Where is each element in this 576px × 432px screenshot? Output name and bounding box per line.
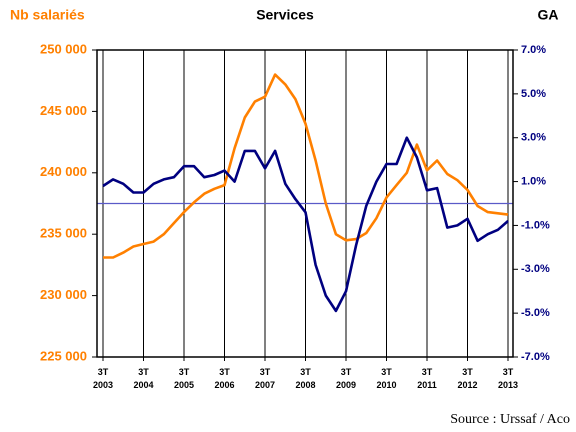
x-tick-label: 3T 2005: [174, 367, 194, 390]
x-tick-label-part: 3T: [462, 367, 473, 377]
x-tick-label-part: 2005: [174, 380, 194, 390]
y-tick-label: 235 000: [40, 226, 87, 241]
x-tick-label-part: 3T: [381, 367, 392, 377]
y2-tick-label: 1.0%: [521, 175, 546, 187]
x-tick-label-part: 3T: [179, 367, 190, 377]
y-tick-label: 250 000: [40, 41, 87, 56]
y-tick-label: 245 000: [40, 103, 87, 118]
x-tick-label: 3T 2008: [295, 367, 315, 390]
x-tick-label-part: 2004: [133, 380, 153, 390]
x-tick-label-part: 2012: [457, 380, 477, 390]
x-tick-label-part: 3T: [219, 367, 230, 377]
y-tick-label: 230 000: [40, 287, 87, 302]
chart-title: Services: [256, 7, 314, 23]
x-tick-label-part: 2006: [214, 380, 234, 390]
y2-tick-label: -3.0%: [521, 263, 550, 275]
source: Source : Urssaf / Aco: [450, 412, 570, 427]
x-tick-label: 3T 2012: [457, 367, 477, 390]
x-tick-label: 3T 2011: [417, 367, 437, 390]
x-tick-label-part: 3T: [98, 367, 109, 377]
y2-tick-label: 3.0%: [521, 132, 546, 144]
x-tick-label-part: 2003: [93, 380, 113, 390]
y-tick-label: 225 000: [40, 348, 87, 363]
x-tick-label-part: 2009: [336, 380, 356, 390]
x-tick-label: 3T 2010: [376, 367, 396, 390]
y-axis-label: Nb salariés: [10, 7, 85, 23]
x-tick-label: 3T 2004: [133, 367, 153, 390]
y2-tick-label: -5.0%: [521, 307, 550, 319]
x-tick-label: 3T 2003: [93, 367, 113, 390]
x-tick-label-part: 2008: [295, 380, 315, 390]
x-tick-label-part: 2011: [417, 380, 437, 390]
x-tick-label-part: 3T: [138, 367, 149, 377]
series-line: [102, 136, 509, 313]
y2-tick-label: -7.0%: [521, 351, 550, 363]
series-line: [103, 73, 509, 259]
y2-axis-label: GA: [538, 7, 559, 23]
y2-tick-label: -1.0%: [521, 219, 550, 231]
x-tick-label-part: 3T: [341, 367, 352, 377]
y2-tick-label: 5.0%: [521, 88, 546, 100]
plot-frame: [96, 49, 514, 358]
x-tick-label: 3T 2009: [336, 367, 356, 390]
x-tick-label: 3T 2007: [255, 367, 275, 390]
x-tick-label-part: 2010: [376, 380, 396, 390]
x-tick-label-part: 3T: [503, 367, 514, 377]
y-tick-label: 240 000: [40, 164, 87, 179]
x-tick-label: 3T 2013: [498, 367, 518, 390]
x-tick-label-part: 3T: [422, 367, 433, 377]
x-tick-label: 3T 2006: [214, 367, 234, 390]
x-tick-label-part: 2013: [498, 380, 518, 390]
x-tick-label-part: 3T: [300, 367, 311, 377]
x-tick-label-part: 2007: [255, 380, 275, 390]
x-tick-label-part: 3T: [260, 367, 271, 377]
y2-tick-label: 7.0%: [521, 44, 546, 56]
